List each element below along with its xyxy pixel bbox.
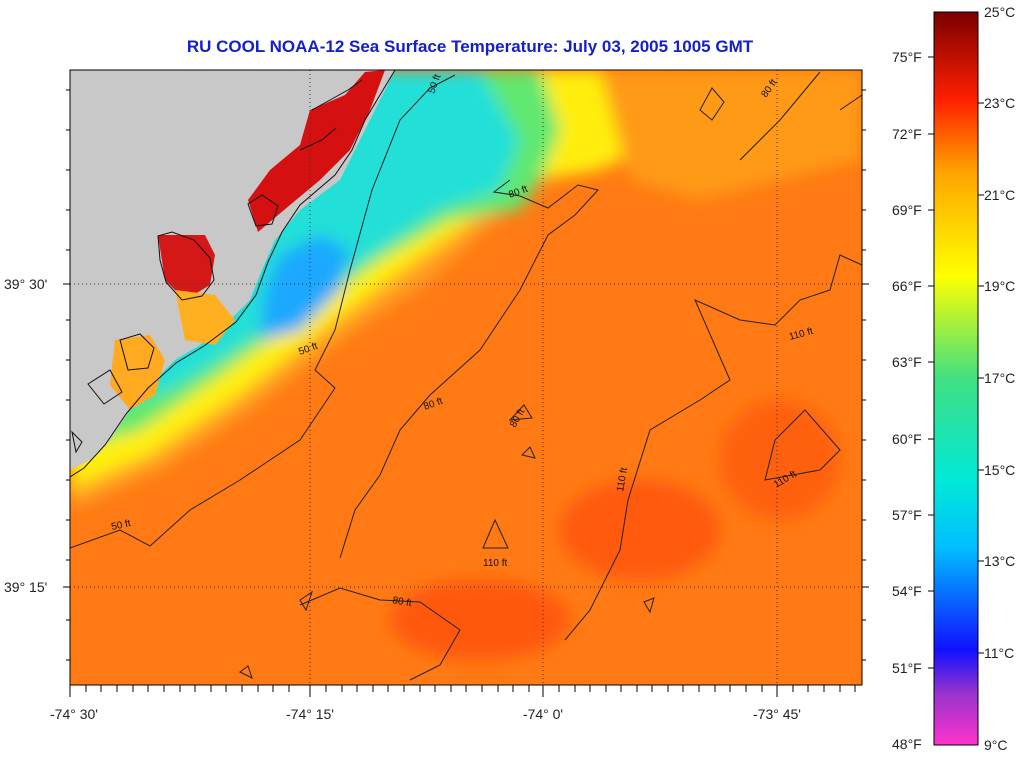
warm-bay-2 — [158, 235, 215, 300]
graticule — [70, 70, 862, 685]
colorbar — [933, 11, 979, 746]
sst-zone-cold — [260, 235, 350, 340]
latitude-label: 39° 15' — [4, 579, 48, 595]
colorbar-celsius-label: 21°C — [984, 187, 1016, 203]
colorbar-fahrenheit-label: 63°F — [892, 354, 922, 370]
contour-label: 110 ft — [615, 466, 630, 492]
longitude-label: -73° 45' — [753, 706, 801, 722]
coastline — [70, 70, 396, 478]
colorbar-ticks — [928, 56, 984, 669]
colorbar-celsius-label: 25°C — [984, 4, 1016, 20]
latitude-label: 39° 30' — [4, 276, 48, 292]
sst-zone-hot-3 — [720, 400, 840, 520]
depth-contours — [70, 71, 862, 681]
colorbar-celsius-label: 11°C — [984, 645, 1015, 661]
map-title: RU COOL NOAA-12 Sea Surface Temperature:… — [186, 37, 754, 56]
colorbar-fahrenheit-label: 66°F — [892, 278, 922, 294]
longitude-label: -74° 15' — [286, 706, 334, 722]
frame-ticks — [63, 89, 869, 697]
colorbar-celsius-label: 15°C — [984, 462, 1016, 478]
colorbar-fahrenheit-label: 60°F — [892, 431, 922, 447]
warm-bay-4 — [175, 290, 235, 345]
longitude-label: -74° 30' — [50, 706, 98, 722]
colorbar-celsius-label: 19°C — [984, 278, 1016, 294]
colorbar-fahrenheit-label: 69°F — [892, 202, 922, 218]
colorbar-fahrenheit-label: 57°F — [892, 507, 922, 523]
sst-zone-warm-north — [600, 70, 862, 200]
warm-bay-1 — [248, 70, 385, 232]
longitude-label: -74° 0' — [522, 706, 564, 722]
contour-label: 80 ft — [391, 595, 412, 609]
colorbar-fahrenheit-label: 72°F — [892, 126, 922, 142]
colorbar-fahrenheit-label: 75°F — [892, 49, 922, 65]
colorbar-celsius-label: 17°C — [984, 370, 1016, 386]
colorbar-fahrenheit-label: 51°F — [892, 660, 922, 676]
contour-label: 110 ft — [483, 558, 507, 569]
contour-label: 50 ft — [110, 518, 132, 533]
sst-zone-hot-2 — [390, 580, 570, 660]
colorbar-fahrenheit-label: 48°F — [892, 736, 922, 752]
colorbar-celsius-label: 23°C — [984, 95, 1016, 111]
colorbar-celsius-label: 9°C — [984, 737, 1008, 753]
colorbar-celsius-label: 13°C — [984, 553, 1016, 569]
sst-zone-hot-1 — [560, 480, 720, 580]
colorbar-fahrenheit-label: 54°F — [892, 583, 922, 599]
